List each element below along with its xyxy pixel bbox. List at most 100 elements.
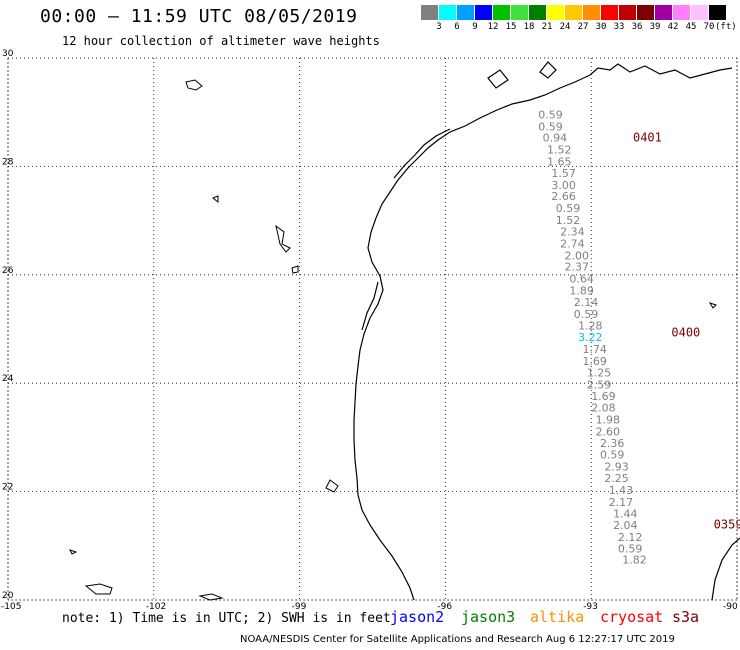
map-subtitle: 12 hour collection of altimeter wave hei… [62, 34, 380, 48]
wave-height-value: 0.64 [569, 273, 594, 286]
legend-swatch [547, 5, 565, 20]
wave-height-value: 1.57 [551, 167, 576, 180]
wave-height-value: 0.94 [543, 132, 568, 145]
satellite-s3a: s3a [672, 608, 700, 626]
barrier-island [393, 128, 451, 179]
wave-height-value: 0.59 [538, 108, 563, 121]
island-5 [84, 583, 113, 595]
track-time-labels: 0401040003590358 [633, 131, 740, 532]
wave-height-value: 0.59 [538, 120, 563, 133]
wave-height-value: 2.12 [618, 531, 643, 544]
legend-swatch [493, 5, 511, 20]
lat-tick-label: 20 [2, 591, 14, 601]
coastline [353, 61, 740, 601]
delta-lake [539, 61, 557, 79]
lon-tick-label: -90 [723, 602, 738, 612]
wave-height-value: 1.82 [622, 553, 647, 566]
legend-tick: 33 [613, 22, 625, 32]
wave-height-value: 1.98 [596, 414, 621, 427]
legend-tick: 15 [505, 22, 517, 32]
wave-height-value: 2.17 [609, 496, 634, 509]
wave-height-value: 2.00 [564, 249, 589, 262]
island-4 [291, 265, 299, 274]
land-fragments [69, 79, 717, 601]
wave-height-value: 2.74 [560, 237, 585, 250]
track-time-label: 0359 [714, 518, 740, 532]
legend-swatch [655, 5, 673, 20]
legend-swatch [691, 5, 709, 20]
legend-tick: 18 [523, 22, 535, 32]
lon-tick-label: -102 [146, 602, 166, 612]
legend-swatch [511, 5, 529, 20]
wave-height-value: 1.89 [569, 285, 594, 298]
us-gulf-coastline [353, 74, 591, 601]
axis-tick-labels: 30 28 26 24 22 20-105 -102 -99 -96 -93 -90 [1, 49, 738, 612]
wave-height-value: 0.59 [618, 543, 643, 556]
lat-tick-label: 28 [2, 157, 14, 167]
legend-tick: 3 [436, 22, 442, 32]
legend-tick: 70 [703, 22, 715, 32]
lake-outline [487, 69, 509, 89]
wave-height-value: 2.14 [574, 296, 599, 309]
wave-height-value: 0.59 [574, 308, 599, 321]
island-2 [212, 195, 219, 204]
lon-tick-label: -96 [437, 602, 452, 612]
wave-height-labels: 0.590.590.941.521.651.573.002.660.591.52… [538, 108, 647, 566]
wave-height-value: 2.36 [600, 437, 625, 450]
lon-tick-label: -99 [292, 602, 307, 612]
legend-tick: 24 [559, 22, 571, 32]
wave-height-value: 1.43 [609, 484, 634, 497]
wave-height-value: 2.93 [604, 461, 629, 474]
island-1 [185, 79, 203, 91]
wave-height-value: 2.25 [604, 472, 629, 485]
wave-height-value: 1.25 [587, 366, 612, 379]
legend-unit: (ft) [715, 22, 737, 32]
wave-height-value: 1.69 [591, 390, 616, 403]
wave-height-value: 1.52 [547, 144, 572, 157]
credit-line: NOAA/NESDIS Center for Satellite Applica… [240, 634, 675, 645]
legend-swatch [583, 5, 601, 20]
footer-note: note: 1) Time is in UTC; 2) SWH is in fe… [62, 611, 391, 626]
island-3 [275, 224, 291, 253]
lon-tick-label: -93 [583, 602, 598, 612]
legend-swatch [475, 5, 493, 20]
wave-height-value: 2.34 [560, 225, 585, 238]
wave-height-value: 1.65 [547, 156, 572, 169]
legend-tick: 36 [631, 22, 643, 32]
track-time-label: 0400 [671, 326, 700, 340]
legend-tick: 21 [541, 22, 553, 32]
island-7 [325, 479, 339, 493]
track-time-label: 0401 [633, 131, 662, 145]
legend-swatch [619, 5, 637, 20]
legend-tick: 12 [487, 22, 499, 32]
wave-height-value: 3.00 [551, 179, 576, 192]
legend-tick: 30 [595, 22, 607, 32]
legend-tick: 6 [454, 22, 460, 32]
map-title: 00:00 – 11:59 UTC 08/05/2019 [40, 6, 358, 27]
legend-tick: 45 [685, 22, 697, 32]
legend-swatch [439, 5, 457, 20]
wave-height-value: 2.08 [591, 402, 616, 415]
island-8 [708, 302, 717, 309]
wave-height-value: 1.28 [578, 320, 603, 333]
wave-height-value: 1.52 [556, 214, 581, 227]
wave-height-value: 0.59 [556, 202, 581, 215]
wave-height-value: 2.37 [564, 261, 589, 274]
legend-tick: 42 [667, 22, 679, 32]
wave-height-value: 1.74 [582, 343, 607, 356]
lat-tick-label: 22 [2, 483, 13, 493]
legend-swatch [457, 5, 475, 20]
wave-height-value: 3.22 [578, 331, 603, 344]
lat-tick-label: 24 [2, 374, 14, 384]
lat-tick-label: 30 [2, 49, 14, 59]
satellite-cryosat: cryosat [600, 608, 664, 626]
laguna-madre [361, 281, 379, 331]
wave-height-value: 2.59 [587, 378, 612, 391]
wave-height-value: 0.59 [600, 449, 625, 462]
wave-height-value: 1.44 [613, 507, 638, 520]
wave-height-value: 2.04 [613, 519, 638, 532]
satellite-jason2: jason2 [390, 608, 445, 626]
satellite-altika: altika [530, 608, 585, 626]
legend-swatch [601, 5, 619, 20]
wave-height-value: 1.69 [582, 355, 607, 368]
